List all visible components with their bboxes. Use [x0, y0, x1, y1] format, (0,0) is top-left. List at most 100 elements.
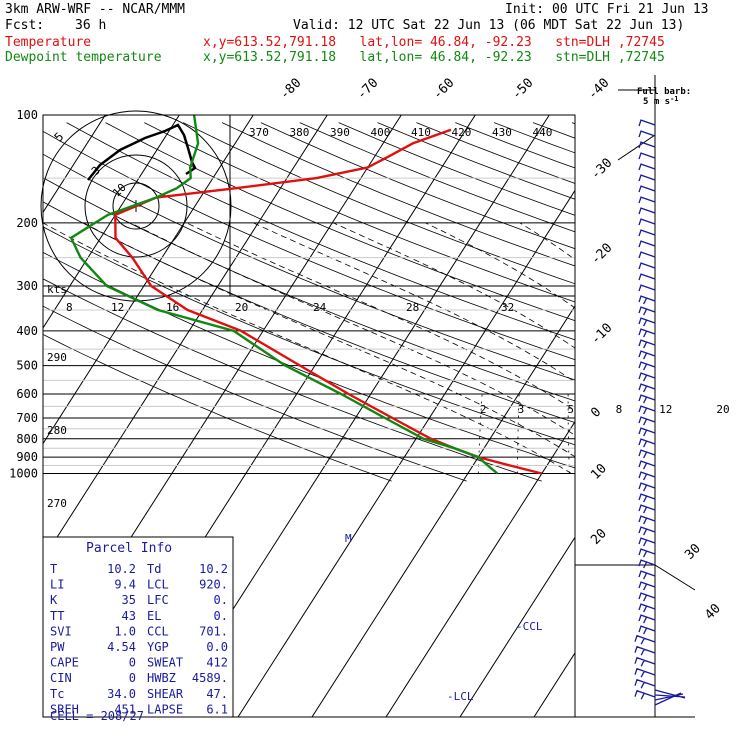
isotherm-label: -70 — [354, 76, 381, 103]
parcel-row: T 10.2 Td 10.2 — [50, 562, 228, 576]
mixing-ratio-label: 5 — [567, 403, 574, 416]
pressure-tick-label: 800 — [16, 432, 38, 446]
model-title: 3km ARW-WRF -- NCAR/MMM — [5, 2, 186, 17]
barb-legend-value: 5 m s-1 — [643, 95, 679, 107]
parcel-key: SWEAT — [147, 656, 183, 670]
dry-adiabat — [43, 153, 575, 381]
m-level-label: M — [345, 532, 352, 545]
parcel-key: TT — [50, 609, 64, 623]
dry-adiabat — [493, 122, 575, 154]
hodograph-speed-tick: 28 — [406, 301, 419, 314]
dewpoint-location: x,y=613.52,791.18 lat,lon= 46.84, -92.23… — [203, 50, 665, 65]
pressure-tick-label: 300 — [16, 279, 38, 293]
hodograph-speed-tick: 8 — [66, 301, 73, 314]
isotherm-line — [385, 420, 575, 717]
parcel-key: SVI — [50, 624, 72, 638]
dry-adiabat — [43, 305, 467, 482]
mixing-ratio-label: 8 — [616, 403, 623, 416]
pressure-tick-label: 900 — [16, 450, 38, 464]
hodograph-ring-label: 5 — [52, 129, 67, 144]
temperature-legend: Temperature — [5, 35, 92, 50]
theta-label: 400 — [371, 126, 391, 139]
parcel-value: 0. — [214, 609, 228, 623]
parcel-key: LCL — [147, 578, 169, 592]
mixing-ratio-line — [517, 393, 520, 474]
parcel-key: CIN — [50, 671, 72, 685]
isotherm-label: -20 — [588, 241, 615, 268]
parcel-key: CAPE — [50, 656, 79, 670]
parcel-value: 1.0 — [114, 624, 136, 638]
isotherm-line — [237, 189, 575, 717]
isotherm-label: -60 — [430, 76, 457, 103]
parcel-key: LFC — [147, 593, 169, 607]
parcel-value: 34.0 — [107, 687, 136, 701]
parcel-value: 0 — [129, 656, 136, 670]
hodograph-speed-tick: 16 — [166, 301, 179, 314]
isotherm-label: -30 — [588, 156, 615, 183]
parcel-key: LAPSE — [147, 702, 183, 716]
parcel-info-title: Parcel Info — [86, 541, 172, 556]
parcel-key: T — [50, 562, 57, 576]
dry-adiabat — [221, 122, 575, 267]
mixing-ratio-line — [567, 394, 570, 474]
parcel-row: LI 9.4 LCL 920. — [50, 578, 228, 592]
parcel-value: 451 — [114, 702, 136, 716]
isotherm-label: 0 — [588, 405, 604, 421]
pressure-tick-label: 500 — [16, 359, 38, 373]
parcel-cell: CELL = 208/27 — [50, 709, 144, 723]
dry-adiabat — [377, 122, 575, 200]
moist-adiabat — [333, 222, 575, 349]
parcel-key: YGP — [147, 640, 169, 654]
hodograph-trace — [87, 123, 197, 181]
hodograph-speed-tick: 12 — [111, 301, 124, 314]
hodograph-speed-tick: 24 — [313, 301, 327, 314]
temperature-location: x,y=613.52,791.18 lat,lon= 46.84, -92.23… — [203, 35, 665, 50]
parcel-key: HWBZ — [147, 671, 176, 685]
theta-side-label: 290 — [47, 351, 67, 364]
parcel-value: 412 — [206, 656, 228, 670]
parcel-row: TT 43 EL 0. — [50, 609, 228, 623]
ccl-label: -CCL — [516, 620, 543, 633]
theta-label: 370 — [249, 126, 269, 139]
pressure-tick-label: 600 — [16, 387, 38, 401]
parcel-row: CIN 0 HWBZ 4589. — [50, 671, 228, 685]
mixing-ratio-label: 20 — [716, 403, 729, 416]
forecast-hour: 36 h — [75, 18, 107, 33]
wind-profile: Full barb: 5 m s-1 — [575, 75, 696, 718]
mixing-ratio-label: 2 — [480, 403, 487, 416]
barb-legend-speed: 5 m s — [643, 97, 670, 107]
hodograph: 5 10 3 kts — [40, 110, 575, 302]
parcel-row: PW 4.54 YGP 0.0 — [50, 640, 228, 654]
dry-adiabat — [416, 122, 575, 184]
dry-adiabat — [144, 122, 575, 303]
parcel-key: SHEAR — [147, 687, 184, 701]
parcel-key: SREH — [50, 702, 79, 716]
theta-label: 440 — [533, 126, 553, 139]
pressure-tick-label: 700 — [16, 411, 38, 425]
dry-adiabat — [183, 122, 575, 285]
parcel-row: K 35 LFC 0. — [50, 593, 228, 607]
dry-adiabat — [43, 278, 542, 482]
theta-side-label: 270 — [47, 497, 67, 510]
parcel-key: K — [50, 593, 58, 607]
moist-adiabat — [186, 222, 575, 412]
parcel-row: CAPE 0 SWEAT 412 — [50, 656, 228, 670]
dry-adiabat — [43, 251, 575, 469]
isotherm-line — [459, 536, 575, 717]
parcel-value: 35 — [122, 593, 136, 607]
barb-legend-exponent: -1 — [670, 95, 678, 103]
valid-time: Valid: 12 UTC Sat 22 Jun 13 (06 MDT Sat … — [293, 18, 685, 33]
parcel-row: SVI 1.0 CCL 701. — [50, 624, 228, 638]
isotherm-line — [682, 115, 740, 717]
dry-adiabat — [66, 122, 575, 341]
lcl-label: -LCL — [447, 690, 474, 703]
parcel-value: 9.4 — [114, 578, 136, 592]
isotherm-label: 20 — [588, 526, 610, 548]
parcel-value: 920. — [199, 578, 228, 592]
theta-side-label: 280 — [47, 424, 67, 437]
isotherm-label: 30 — [682, 541, 704, 563]
moist-adiabat — [425, 222, 575, 309]
parcel-value: 4.54 — [107, 640, 136, 654]
dewpoint-trace — [69, 114, 499, 475]
parcel-value: 10.2 — [107, 562, 136, 576]
